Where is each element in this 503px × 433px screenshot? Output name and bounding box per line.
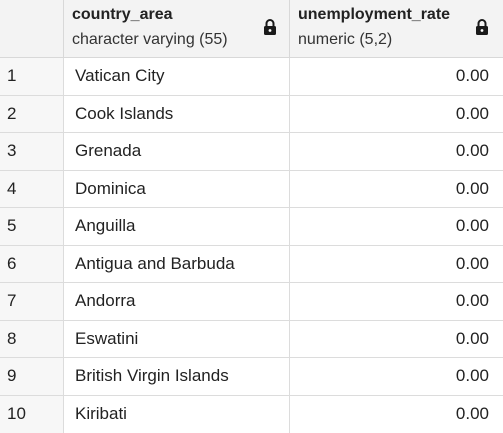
grid-header: country_area character varying (55) unem…: [0, 0, 503, 58]
row-number[interactable]: 6: [0, 246, 64, 283]
table-row[interactable]: 2 Cook Islands 0.00: [0, 96, 503, 134]
cell-unemployment-rate[interactable]: 0.00: [290, 171, 503, 208]
cell-unemployment-rate[interactable]: 0.00: [290, 283, 503, 320]
table-row[interactable]: 7 Andorra 0.00: [0, 283, 503, 321]
row-number[interactable]: 4: [0, 171, 64, 208]
table-row[interactable]: 10 Kiribati 0.00: [0, 396, 503, 433]
cell-country-area[interactable]: British Virgin Islands: [64, 358, 290, 395]
cell-country-area[interactable]: Anguilla: [64, 208, 290, 245]
lock-icon: [263, 18, 277, 36]
column-type: numeric (5,2): [298, 31, 392, 49]
grid-body: 1 Vatican City 0.00 2 Cook Islands 0.00 …: [0, 58, 503, 433]
row-number[interactable]: 2: [0, 96, 64, 133]
row-number[interactable]: 3: [0, 133, 64, 170]
table-row[interactable]: 1 Vatican City 0.00: [0, 58, 503, 96]
cell-unemployment-rate[interactable]: 0.00: [290, 358, 503, 395]
column-header-unemployment-rate[interactable]: unemployment_rate numeric (5,2): [290, 0, 503, 57]
cell-unemployment-rate[interactable]: 0.00: [290, 133, 503, 170]
cell-country-area[interactable]: Andorra: [64, 283, 290, 320]
table-row[interactable]: 5 Anguilla 0.00: [0, 208, 503, 246]
column-header-country-area[interactable]: country_area character varying (55): [64, 0, 290, 57]
row-number[interactable]: 10: [0, 396, 64, 433]
row-number[interactable]: 9: [0, 358, 64, 395]
cell-unemployment-rate[interactable]: 0.00: [290, 246, 503, 283]
table-row[interactable]: 9 British Virgin Islands 0.00: [0, 358, 503, 396]
cell-unemployment-rate[interactable]: 0.00: [290, 396, 503, 433]
row-number[interactable]: 7: [0, 283, 64, 320]
cell-country-area[interactable]: Antigua and Barbuda: [64, 246, 290, 283]
column-name: country_area: [72, 6, 173, 24]
table-row[interactable]: 4 Dominica 0.00: [0, 171, 503, 209]
cell-unemployment-rate[interactable]: 0.00: [290, 58, 503, 95]
table-row[interactable]: 6 Antigua and Barbuda 0.00: [0, 246, 503, 284]
cell-country-area[interactable]: Dominica: [64, 171, 290, 208]
cell-country-area[interactable]: Kiribati: [64, 396, 290, 433]
cell-unemployment-rate[interactable]: 0.00: [290, 321, 503, 358]
lock-icon: [475, 18, 489, 36]
column-type: character varying (55): [72, 31, 228, 49]
row-number[interactable]: 8: [0, 321, 64, 358]
cell-country-area[interactable]: Cook Islands: [64, 96, 290, 133]
column-name: unemployment_rate: [298, 6, 450, 24]
table-row[interactable]: 8 Eswatini 0.00: [0, 321, 503, 359]
row-number-header[interactable]: [0, 0, 64, 57]
cell-unemployment-rate[interactable]: 0.00: [290, 208, 503, 245]
cell-country-area[interactable]: Vatican City: [64, 58, 290, 95]
cell-country-area[interactable]: Eswatini: [64, 321, 290, 358]
cell-country-area[interactable]: Grenada: [64, 133, 290, 170]
row-number[interactable]: 1: [0, 58, 64, 95]
table-row[interactable]: 3 Grenada 0.00: [0, 133, 503, 171]
row-number[interactable]: 5: [0, 208, 64, 245]
cell-unemployment-rate[interactable]: 0.00: [290, 96, 503, 133]
